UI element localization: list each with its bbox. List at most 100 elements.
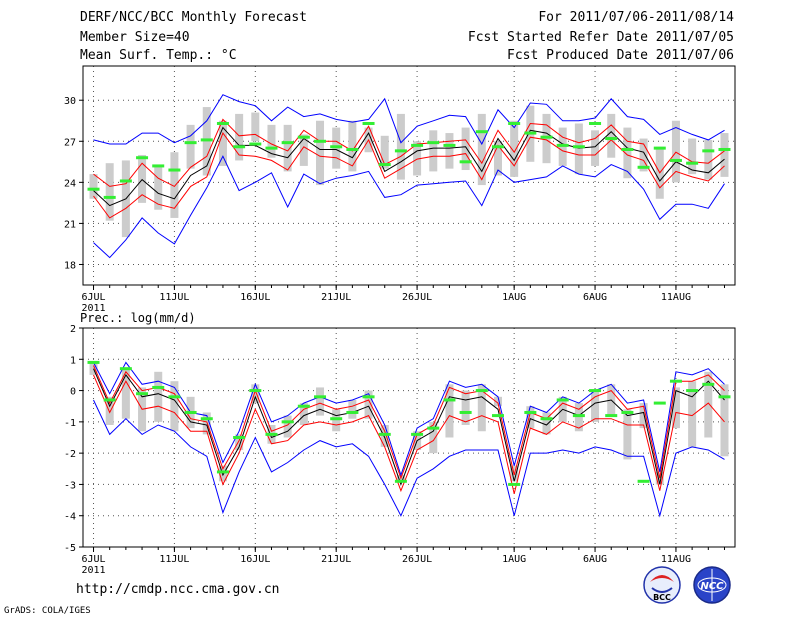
ensemble-box — [429, 130, 438, 172]
ensemble-box — [413, 141, 422, 176]
member-size-label: Member Size=40 — [80, 30, 190, 45]
median-marker — [411, 143, 424, 147]
median-marker — [378, 163, 391, 167]
ensemble-box — [591, 130, 600, 166]
chart-title: DERF/NCC/BCC Monthly Forecast — [80, 10, 307, 25]
bcc-logo-text: BCC — [653, 593, 671, 602]
median-marker — [572, 414, 585, 418]
series-ensemble-mean — [93, 368, 725, 486]
ensemble-box — [623, 409, 632, 460]
median-marker — [556, 398, 569, 402]
ensemble-box — [704, 371, 713, 438]
median-marker — [637, 165, 650, 169]
median-marker — [411, 432, 424, 436]
panel-title: Prec.: log(mm/d) — [80, 311, 196, 325]
series-upper-quantile — [93, 118, 725, 188]
forecast-produced-label: Fcst Produced Date 2011/07/06 — [507, 48, 734, 63]
median-marker — [508, 482, 521, 486]
ensemble-box — [251, 384, 260, 404]
x-tick-label: 11AUG — [661, 554, 691, 565]
median-marker — [281, 420, 294, 424]
ensemble-box — [380, 424, 389, 447]
y-tick-label: -4 — [64, 512, 76, 523]
median-marker — [297, 404, 310, 408]
ensemble-box — [720, 133, 729, 177]
median-marker — [475, 130, 488, 134]
median-marker — [459, 410, 472, 414]
median-marker — [168, 395, 181, 399]
median-marker — [152, 385, 165, 389]
series-ensemble-min — [93, 399, 725, 518]
y-tick-label: 24 — [64, 178, 76, 189]
ensemble-box — [445, 384, 454, 438]
median-marker — [556, 143, 569, 147]
median-marker — [184, 410, 197, 414]
median-marker — [653, 146, 666, 150]
ensemble-box — [510, 120, 519, 177]
ensemble-box — [720, 384, 729, 457]
y-tick-label: 27 — [64, 137, 76, 148]
median-marker — [475, 389, 488, 393]
ensemble-box — [105, 163, 114, 221]
median-marker — [281, 141, 294, 145]
ensemble-box — [477, 384, 486, 432]
ensemble-box — [477, 113, 486, 186]
footer-url-link[interactable]: http://cmdp.ncc.cma.gov.cn — [76, 582, 280, 597]
median-marker — [718, 147, 731, 151]
footer-credit: GrADS: COLA/IGES — [4, 606, 91, 616]
ensemble-box — [671, 120, 680, 183]
median-marker — [297, 135, 310, 139]
y-tick-label: -3 — [64, 480, 76, 491]
ensemble-box — [348, 399, 357, 419]
ensemble-box — [251, 112, 260, 142]
series-ensemble-min — [93, 155, 725, 259]
ensemble-box — [671, 387, 680, 429]
median-marker — [443, 143, 456, 147]
median-marker — [314, 139, 327, 143]
ensemble-box — [186, 124, 195, 169]
ensemble-box — [316, 387, 325, 416]
ensemble-box — [704, 139, 713, 180]
y-tick-label: 21 — [64, 219, 76, 230]
ensemble-box — [235, 434, 244, 451]
median-marker — [103, 398, 116, 402]
x-tick-label: 6AUG — [583, 292, 607, 303]
series-lower-quantile — [93, 374, 725, 494]
ensemble-box — [89, 362, 98, 375]
plot-frame — [82, 65, 736, 286]
median-marker — [330, 145, 343, 149]
median-marker — [394, 149, 407, 153]
ensemble-box — [316, 120, 325, 186]
x-tick-label: 11AUG — [661, 292, 691, 303]
median-marker — [233, 145, 246, 149]
median-marker — [216, 470, 229, 474]
ensemble-box — [445, 133, 454, 169]
median-marker — [508, 121, 521, 125]
logos: BCC NCC — [643, 566, 731, 604]
y-tick-label: -1 — [64, 418, 76, 429]
ensemble-box — [493, 396, 502, 407]
median-marker — [314, 395, 327, 399]
ensemble-box — [218, 465, 227, 482]
median-marker — [540, 135, 553, 139]
median-marker — [346, 410, 359, 414]
y-tick-label: 30 — [64, 96, 76, 107]
ensemble-box — [607, 113, 616, 158]
ensemble-box — [267, 124, 276, 158]
median-marker — [87, 187, 100, 191]
ensemble-box — [574, 123, 583, 175]
median-marker — [87, 360, 100, 364]
median-marker — [216, 121, 229, 125]
median-marker — [669, 158, 682, 162]
x-tick-label: 6JUL — [81, 292, 105, 303]
y-tick-label: -5 — [64, 543, 76, 554]
x-tick-label: 21JUL — [321, 554, 351, 565]
x-tick-label: 16JUL — [240, 554, 270, 565]
median-marker — [443, 398, 456, 402]
ensemble-box — [639, 138, 648, 172]
ensemble-box — [526, 406, 535, 429]
ensemble-box — [688, 138, 697, 175]
x-tick-label: 26JUL — [402, 292, 432, 303]
